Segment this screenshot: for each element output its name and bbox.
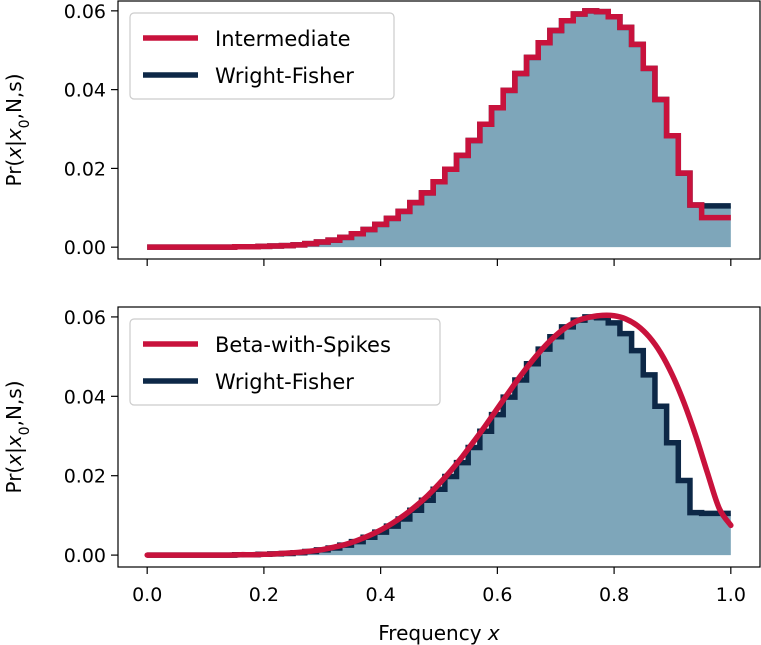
top-panel: 0.00 0.02 0.04 0.06 Intermediate Wright-Fish… — [2, 0, 761, 266]
bottom-plot-area — [144, 312, 734, 558]
bottom-x-axis-label: Frequency x — [378, 621, 500, 645]
x-tick-label: 1.0 — [716, 584, 746, 606]
y-tick-label: 0.04 — [64, 386, 106, 408]
x-tick-label: 0.8 — [599, 584, 629, 606]
bottom-panel: 0.00 0.02 0.04 0.06 0.0 0.2 0.4 0.6 0.8 1.0 Beta-… — [2, 306, 761, 645]
y-tick-label: 0.00 — [64, 545, 106, 567]
y-tick-label: 0.06 — [64, 307, 106, 329]
y-tick-label: 0.02 — [64, 158, 106, 180]
plot-series-group — [144, 312, 734, 558]
series-intermediate-line — [147, 8, 731, 250]
axes-frame — [117, 0, 761, 260]
top-plot-area — [147, 8, 731, 250]
legend-label: Wright-Fisher — [215, 64, 354, 88]
x-tick-label: 0.2 — [249, 584, 279, 606]
y-tick-label: 0.02 — [64, 466, 106, 488]
series-wright-fisher-fill — [147, 10, 731, 248]
series-beta-with-spikes-line — [144, 312, 734, 558]
bottom-axes: 0.00 0.02 0.04 0.06 0.0 0.2 0.4 0.6 0.8 1.0 — [64, 306, 761, 606]
legend-label: Intermediate — [215, 27, 351, 51]
bottom-legend: Beta-with-Spikes Wright-Fisher — [129, 318, 441, 406]
top-legend: Intermediate Wright-Fisher — [129, 12, 395, 100]
plot-series-group — [147, 8, 731, 250]
axes-frame — [117, 306, 761, 568]
y-tick-label: 0.04 — [64, 80, 106, 102]
x-tick-label: 0.6 — [482, 584, 512, 606]
legend-label: Beta-with-Spikes — [215, 333, 391, 357]
y-tick-label: 0.06 — [64, 1, 106, 23]
y-tick-label: 0.00 — [64, 237, 106, 259]
x-tick-label: 0.4 — [366, 584, 396, 606]
top-y-axis-label: Pr(x|x0,N,s) — [2, 74, 33, 187]
legend-label: Wright-Fisher — [215, 370, 354, 394]
legend-box — [129, 318, 441, 406]
series-wright-fisher-fill — [147, 316, 731, 556]
x-tick-label: 0.0 — [132, 584, 162, 606]
top-axes: 0.00 0.02 0.04 0.06 — [64, 0, 761, 266]
bottom-y-axis-label: Pr(x|x0,N,s) — [2, 381, 33, 494]
